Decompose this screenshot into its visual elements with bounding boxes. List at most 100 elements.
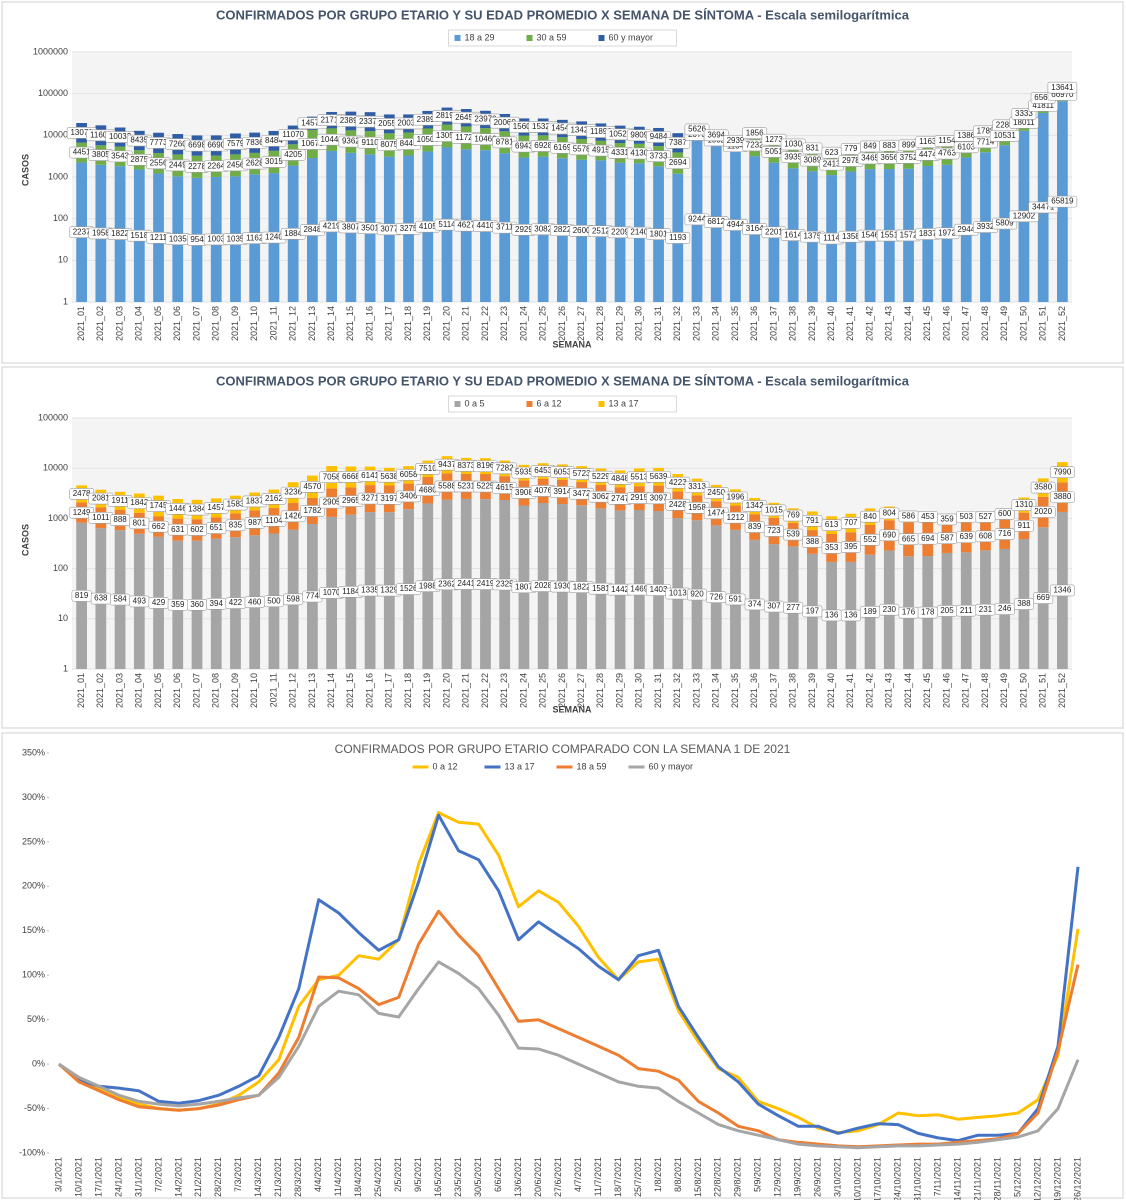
x-tick-label: 2021_11 — [268, 673, 278, 707]
legend-swatch — [526, 35, 533, 41]
data-label: 2600 — [573, 226, 591, 235]
data-label: 11720 — [455, 133, 477, 142]
x-tick-label: 11/4/2021 — [333, 1157, 343, 1196]
data-label: 2939 — [727, 136, 745, 145]
label-box — [1009, 210, 1039, 223]
y-tick-label: 350% — [22, 747, 45, 757]
data-label: 3807 — [342, 223, 360, 232]
data-label: 1837 — [246, 497, 264, 506]
data-label: 1822 — [573, 582, 591, 591]
x-tick-label: 2021_03 — [114, 306, 124, 341]
y-tick-label: -100% — [19, 1147, 45, 1157]
x-tick-label: 22/8/2021 — [713, 1157, 723, 1197]
x-tick-label: 2021_02 — [95, 673, 105, 708]
data-label: 591 — [729, 595, 743, 604]
data-label: 2449 — [169, 161, 187, 170]
data-label: 1003 — [207, 235, 225, 244]
data-label: 3914 — [553, 487, 571, 496]
x-tick-label: 2021_35 — [730, 306, 740, 341]
data-label: 954 — [190, 235, 204, 244]
label-box — [1030, 481, 1056, 494]
data-label: 1310 — [1015, 500, 1033, 509]
data-label: 4615 — [496, 483, 514, 492]
y-tick-label: 10000 — [43, 463, 68, 473]
data-label: 3406 — [400, 492, 418, 501]
data-label: 2965 — [342, 496, 360, 505]
label-box — [280, 486, 306, 499]
data-label: 527 — [979, 512, 993, 521]
y-axis-label: CASOS — [20, 154, 30, 186]
x-tick-label: 25/7/2021 — [633, 1157, 643, 1197]
data-label: 388 — [1017, 599, 1031, 608]
label-box — [299, 505, 325, 517]
data-label: 7510 — [419, 464, 437, 473]
x-tick-label: 18/4/2021 — [353, 1157, 363, 1197]
data-label: 1240 — [265, 233, 283, 242]
x-tick-label: 2021_47 — [961, 306, 971, 341]
label-box — [1049, 466, 1075, 479]
x-tick-label: 2021_36 — [749, 306, 759, 341]
data-label: 2450 — [707, 488, 725, 497]
x-tick-label: 4/7/2021 — [573, 1157, 583, 1192]
y-tick-label: 300% — [22, 792, 45, 802]
data-label: 3062 — [592, 492, 610, 501]
data-label: 6928 — [534, 141, 552, 150]
data-label: 1013 — [669, 589, 687, 598]
label-box — [840, 517, 861, 529]
legend-swatch — [598, 401, 605, 407]
data-label: 4331 — [611, 148, 629, 157]
data-label: 819 — [75, 591, 89, 600]
legend-label: 0 a 12 — [433, 761, 458, 771]
data-label: 1572 — [900, 231, 918, 240]
data-label: 552 — [863, 535, 877, 544]
x-tick-label: 2021_23 — [499, 673, 509, 708]
data-label: 2441 — [457, 579, 475, 588]
data-label: 2020 — [1034, 507, 1052, 516]
x-tick-label: 2021_40 — [826, 673, 836, 708]
y-tick-label: 50% — [27, 1014, 45, 1024]
x-tick-label: 10/10/2021 — [853, 1157, 863, 1200]
label-box — [723, 511, 748, 524]
data-label: 2556 — [150, 158, 168, 167]
data-label: 1457 — [207, 503, 225, 512]
data-label: 5051 — [765, 147, 783, 156]
x-tick-label: 2021_31 — [653, 673, 663, 708]
data-label: 7990 — [1053, 467, 1071, 476]
x-tick-label: 2021_49 — [999, 673, 1009, 708]
x-tick-label: 2021_12 — [288, 673, 298, 708]
chart-title: CONFIRMADOS POR GRUPO ETARIO COMPARADO C… — [335, 742, 791, 756]
data-label: 4223 — [669, 478, 687, 487]
data-label: 2478 — [73, 489, 91, 498]
data-label: 429 — [152, 598, 166, 607]
y-tick-label: 1 — [63, 663, 68, 673]
x-tick-label: 2021_48 — [980, 306, 990, 341]
data-label: 4915 — [592, 146, 610, 155]
x-tick-label: 19/9/2021 — [793, 1157, 803, 1197]
data-label: 5626 — [688, 125, 706, 134]
x-tick-label: 2021_23 — [499, 306, 509, 341]
x-tick-label: 2021_16 — [364, 673, 374, 708]
x-tick-label: 2021_08 — [211, 673, 221, 708]
x-tick-label: 12/9/2021 — [773, 1157, 783, 1197]
data-label: 10529 — [609, 129, 632, 138]
data-label: 2428 — [669, 500, 687, 509]
data-label: 1474 — [707, 508, 725, 517]
data-label: 6169 — [553, 143, 571, 152]
data-label: 23370 — [359, 117, 382, 126]
y-tick-label: 0% — [32, 1058, 45, 1068]
data-label: 1801 — [650, 229, 668, 238]
data-label: 20550 — [378, 119, 401, 128]
data-label: 3097 — [650, 493, 668, 502]
data-label: 2512 — [592, 226, 610, 235]
data-label: 2628 — [246, 159, 264, 168]
data-label: 1614 — [784, 230, 802, 239]
data-label: 277 — [786, 603, 800, 612]
x-tick-label: 2021_06 — [172, 306, 182, 341]
x-tick-label: 2021_51 — [1038, 673, 1048, 708]
x-tick-label: 2021_30 — [634, 306, 644, 341]
x-tick-label: 4/4/2021 — [313, 1157, 323, 1192]
data-label: 623 — [825, 148, 839, 157]
x-tick-label: 2021_08 — [211, 306, 221, 341]
data-label: 665 — [902, 534, 916, 543]
data-label: 631 — [171, 525, 185, 534]
